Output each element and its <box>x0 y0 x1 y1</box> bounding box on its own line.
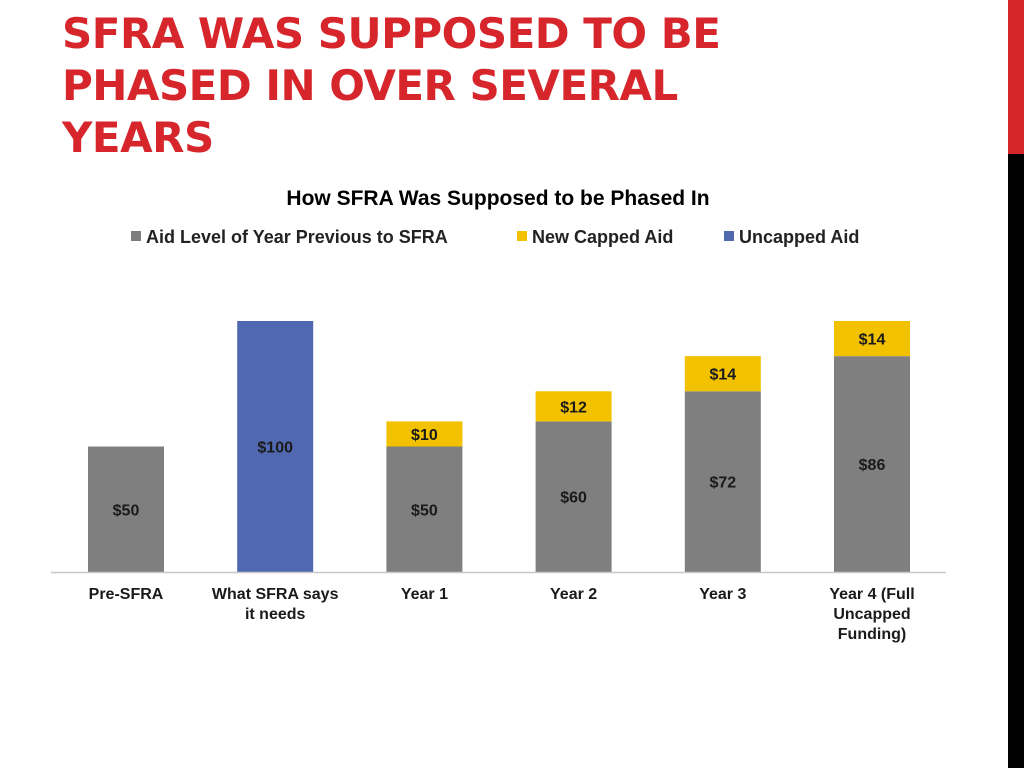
x-axis-tick-labels: Pre-SFRA What SFRA says it needs Year 1 Year… <box>89 586 915 643</box>
x-tick-label-5-line-2: Funding) <box>838 626 906 643</box>
bar-3-series-0 <box>535 421 612 572</box>
bar-0-series-0 <box>88 446 164 572</box>
x-tick-label-4-line-0: Year 3 <box>699 586 746 603</box>
bar-4-series-0 <box>684 391 761 572</box>
legend-swatch-0 <box>131 231 141 241</box>
chart-value-labels: $50 $100 $50 $10 $60 $12 $72 $14 $86 $14 <box>113 332 886 520</box>
legend-swatch-2 <box>724 231 734 241</box>
bar-5-series-0 <box>834 356 910 572</box>
value-label-0-series-0: $50 <box>113 502 140 519</box>
value-label-5-series-1: $14 <box>859 332 886 349</box>
value-label-2-series-1: $10 <box>411 427 438 444</box>
chart-title: How SFRA Was Supposed to be Phased In <box>286 187 709 210</box>
slide-title: SFRA WAS SUPPOSED TO BE PHASED IN OVER S… <box>62 8 962 164</box>
edge-accent-bar <box>1008 0 1024 768</box>
bar-2-series-1 <box>386 421 463 447</box>
x-tick-label-1-line-1: it needs <box>245 606 306 623</box>
slide-title-line-3: YEARS <box>62 113 214 162</box>
value-label-1-series-2: $100 <box>257 440 293 457</box>
value-label-3-series-1: $12 <box>560 399 587 416</box>
bar-5-series-1 <box>834 321 910 357</box>
slide-title-line-1: SFRA WAS SUPPOSED TO BE <box>62 9 721 58</box>
x-tick-label-0-line-0: Pre-SFRA <box>89 586 164 603</box>
chart-legend: Aid Level of Year Previous to SFRA New Ca… <box>131 227 859 247</box>
bar-3-series-1 <box>535 391 612 422</box>
x-tick-label-2-line-0: Year 1 <box>401 586 448 603</box>
value-label-3-series-0: $60 <box>560 490 587 507</box>
value-label-4-series-0: $72 <box>709 475 736 492</box>
legend-label-0: Aid Level of Year Previous to SFRA <box>146 227 448 247</box>
value-label-4-series-1: $14 <box>709 367 736 384</box>
edge-accent-red <box>1008 0 1024 154</box>
legend-label-2: Uncapped Aid <box>739 227 859 247</box>
x-tick-label-5-line-0: Year 4 (Full <box>829 586 914 603</box>
slide-title-line-2: PHASED IN OVER SEVERAL <box>62 61 678 110</box>
bar-4-series-1 <box>684 356 761 392</box>
x-tick-label-3-line-0: Year 2 <box>550 586 597 603</box>
chart-bars <box>88 321 910 572</box>
bar-2-series-0 <box>386 446 463 572</box>
edge-accent-black <box>1008 154 1024 768</box>
x-tick-label-5-line-1: Uncapped <box>833 606 910 623</box>
value-label-2-series-0: $50 <box>411 502 438 519</box>
x-tick-label-1-line-0: What SFRA says <box>212 586 339 603</box>
legend-label-1: New Capped Aid <box>532 227 673 247</box>
value-label-5-series-0: $86 <box>859 457 886 474</box>
bar-1-series-2 <box>237 321 314 572</box>
legend-swatch-1 <box>517 231 527 241</box>
